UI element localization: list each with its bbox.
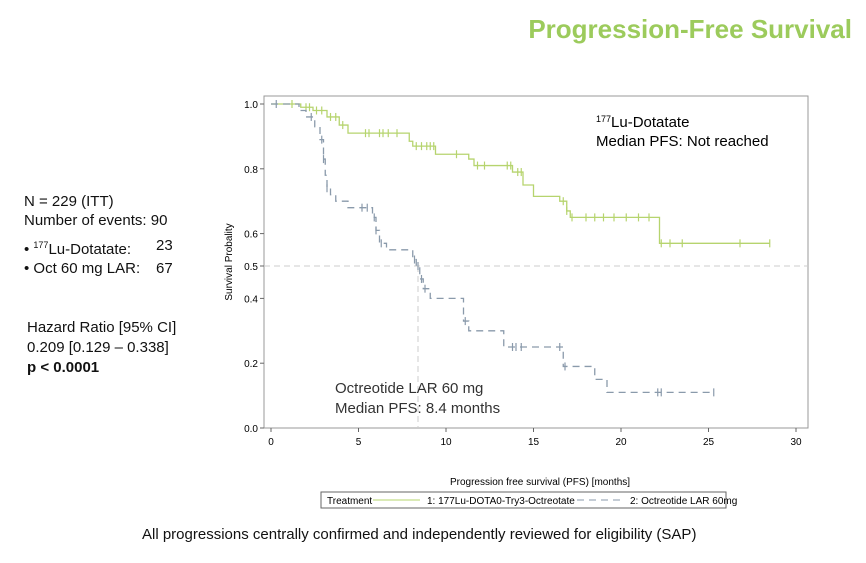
oct-annotation-median: Median PFS: 8.4 months [335,400,500,417]
y-tick-label: 0.2 [244,359,258,370]
y-tick-label: 0.6 [244,230,258,241]
lu-annotation-name: 177Lu-Dotatate [596,114,689,131]
y-tick-label: 0.8 [244,165,258,176]
x-tick-label: 25 [703,437,715,448]
legend-frame [320,491,727,509]
footnote: All progressions centrally confirmed and… [142,526,697,543]
x-tick-label: 0 [268,437,274,448]
y-axis-label: Survival Probality [224,223,235,300]
events-count: Number of events: 90 [24,212,168,229]
arm-label: Oct 60 mg LAR: [33,260,141,277]
page-title: Progression-Free Survival [528,14,852,44]
legend-entry-lu: 1: 177Lu-DOTA0-Try3-Octreotate [427,496,575,507]
lu-annotation-median: Median PFS: Not reached [596,133,769,150]
x-tick-label: 30 [790,437,802,448]
events-arm-oct: • Oct 60 mg LAR: 67 [24,260,173,277]
arm-events: 23 [156,237,173,254]
plot-frame [263,95,809,429]
y-tick-label: 0.4 [244,294,258,305]
hazard-label: Hazard Ratio [95% CI] [27,319,177,336]
arm-label: Lu-Dotatate: [48,241,132,258]
legend-title: Treatment [327,496,372,507]
y-tick-label: 0.5 [244,262,258,273]
legend: Treatment 1: 177Lu-DOTA0-Try3-Octreotate… [320,491,737,509]
legend-entry-oct: 2: Octreotide LAR 60mg [630,496,737,507]
oct-annotation-name: Octreotide LAR 60 mg [335,380,483,397]
km-curve-lutetium [271,103,770,244]
hazard-value: 0.209 [0.129 – 0.338] [27,339,169,356]
hazard-ratio-block: Hazard Ratio [95% CI] 0.209 [0.129 – 0.3… [27,318,176,378]
x-tick-label: 15 [528,437,540,448]
x-tick-label: 20 [615,437,627,448]
y-tick-label: 0.0 [244,424,258,435]
events-arm-lu: • 177Lu-Dotatate: 23 [24,237,173,258]
x-tick-label: 10 [440,437,452,448]
p-value: p < 0.0001 [27,359,100,376]
n-total: N = 229 (ITT) [24,193,114,210]
study-summary: N = 229 (ITT) Number of events: 90 • 177… [24,192,173,278]
arm-events: 67 [156,260,173,277]
x-tick-label: 5 [356,437,362,448]
x-axis-label: Progression free survival (PFS) [months] [450,477,630,488]
isotope-superscript: 177 [33,240,49,250]
y-tick-label: 1.0 [244,100,258,111]
